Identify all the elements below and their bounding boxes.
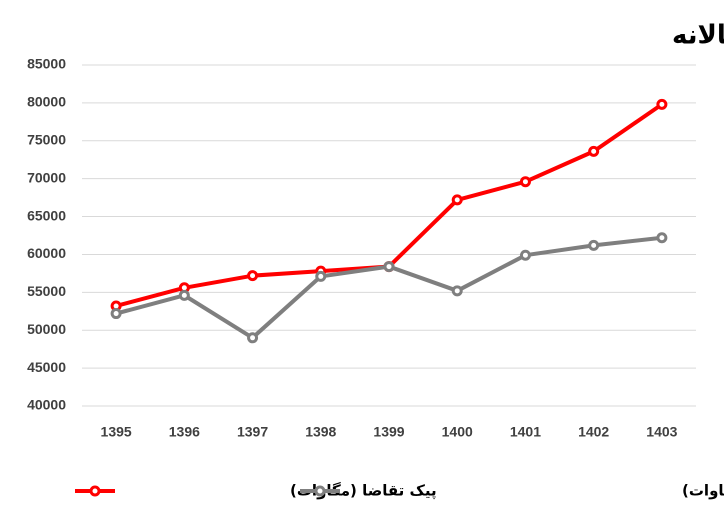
x-tick-label: 1395 [101, 424, 132, 440]
y-tick-label: 65000 [27, 207, 66, 223]
y-tick-label: 75000 [27, 131, 66, 147]
data-point [451, 285, 463, 297]
x-tick-label: 1399 [373, 424, 404, 440]
y-tick-label: 55000 [27, 283, 66, 299]
x-tick-label: 1401 [510, 424, 541, 440]
x-tick-label: 1396 [169, 424, 200, 440]
y-tick-label: 85000 [27, 56, 66, 72]
legend-marker [89, 485, 101, 497]
data-point [247, 270, 259, 282]
legend-marker [314, 485, 326, 497]
data-point [178, 289, 190, 301]
data-point [383, 261, 395, 273]
data-point [588, 145, 600, 157]
data-point [315, 270, 327, 282]
y-tick-label: 80000 [27, 94, 66, 110]
x-tick-label: 1400 [442, 424, 473, 440]
data-point [519, 249, 531, 261]
series-line [115, 235, 663, 340]
y-tick-label: 40000 [27, 397, 66, 413]
x-tick-label: 1398 [305, 424, 336, 440]
data-point [247, 332, 259, 344]
y-tick-label: 60000 [27, 245, 66, 261]
y-tick-label: 70000 [27, 169, 66, 185]
chart-title: شدت گرفتن کمبود برق به صورت سالانه [672, 20, 724, 51]
data-point [519, 176, 531, 188]
x-tick-label: 1402 [578, 424, 609, 440]
data-point [656, 98, 668, 110]
y-tick-label: 45000 [27, 359, 66, 375]
series-line [115, 102, 664, 308]
legend-label: پیک تقاضا (مگاوات) [290, 482, 437, 501]
y-tick-label: 50000 [27, 321, 66, 337]
data-point [588, 239, 600, 251]
data-point [451, 194, 463, 206]
data-point [656, 232, 668, 244]
data-point [110, 308, 122, 320]
x-tick-label: 1403 [646, 424, 677, 440]
legend-label: قدرت تامین شده در لحظه پیک (مگاوات) [682, 482, 724, 501]
x-tick-label: 1397 [237, 424, 268, 440]
